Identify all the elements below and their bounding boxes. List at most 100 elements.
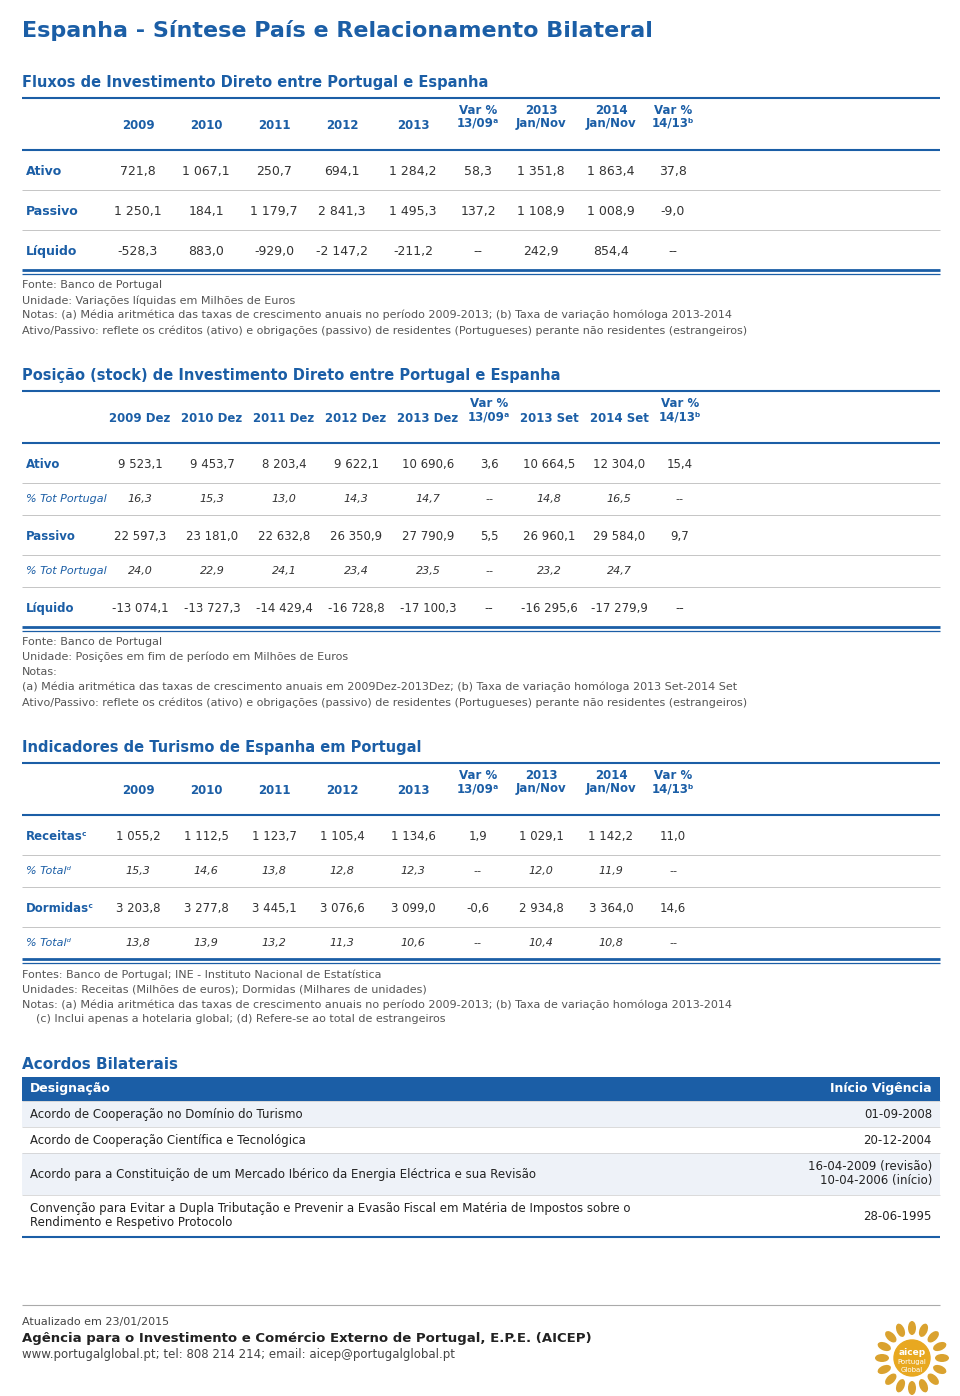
Text: 1 284,2: 1 284,2	[389, 165, 437, 179]
Text: 12,0: 12,0	[529, 866, 553, 877]
Text: Notas: (a) Média aritmética das taxas de crescimento anuais no período 2009-2013: Notas: (a) Média aritmética das taxas de…	[22, 310, 732, 321]
Text: 9 523,1: 9 523,1	[118, 458, 162, 470]
Text: Acordo de Cooperação no Domínio do Turismo: Acordo de Cooperação no Domínio do Turis…	[30, 1108, 302, 1121]
Circle shape	[894, 1340, 930, 1376]
Text: 3 277,8: 3 277,8	[183, 902, 228, 914]
Text: 24,0: 24,0	[128, 565, 153, 577]
Text: Início Vigência: Início Vigência	[830, 1082, 932, 1094]
Text: 14,8: 14,8	[537, 494, 562, 504]
Text: aicep: aicep	[899, 1349, 925, 1357]
Text: Jan/Nov: Jan/Nov	[586, 782, 636, 794]
Text: 11,9: 11,9	[599, 866, 623, 877]
Text: 9,7: 9,7	[671, 530, 689, 543]
Text: Var %: Var %	[654, 769, 692, 782]
Text: -211,2: -211,2	[393, 246, 433, 258]
Text: 16,3: 16,3	[128, 494, 153, 504]
Text: -929,0: -929,0	[254, 246, 294, 258]
Text: Var %: Var %	[459, 769, 497, 782]
Text: 5,5: 5,5	[480, 530, 498, 543]
Text: 2014 Set: 2014 Set	[589, 412, 648, 424]
Text: 2011: 2011	[257, 119, 290, 133]
Text: 13,9: 13,9	[194, 938, 219, 948]
Text: 22 632,8: 22 632,8	[258, 530, 310, 543]
Text: Fonte: Banco de Portugal: Fonte: Banco de Portugal	[22, 281, 162, 290]
Text: 24,1: 24,1	[272, 565, 297, 577]
Text: Fontes: Banco de Portugal; INE - Instituto Nacional de Estatística: Fontes: Banco de Portugal; INE - Institu…	[22, 969, 381, 980]
Ellipse shape	[919, 1379, 928, 1392]
Text: 1 112,5: 1 112,5	[183, 831, 228, 843]
Text: --: --	[485, 494, 493, 504]
Text: www.portugalglobal.pt; tel: 808 214 214; email: aicep@portugalglobal.pt: www.portugalglobal.pt; tel: 808 214 214;…	[22, 1349, 455, 1361]
Text: 26 350,9: 26 350,9	[330, 530, 382, 543]
Text: 15,4: 15,4	[667, 458, 693, 470]
Text: 3,6: 3,6	[480, 458, 498, 470]
Text: Rendimento e Respetivo Protocolo: Rendimento e Respetivo Protocolo	[30, 1216, 232, 1228]
Text: 12 304,0: 12 304,0	[593, 458, 645, 470]
Text: Var %: Var %	[469, 396, 508, 410]
Text: 13,2: 13,2	[261, 938, 286, 948]
Text: 242,9: 242,9	[523, 246, 559, 258]
Text: 14/13ᵇ: 14/13ᵇ	[652, 782, 694, 794]
Text: Unidade: Variações líquidas em Milhões de Euros: Unidade: Variações líquidas em Milhões d…	[22, 295, 296, 306]
Text: 15,3: 15,3	[126, 866, 151, 877]
Text: Jan/Nov: Jan/Nov	[586, 117, 636, 130]
Text: Espanha - Síntese País e Relacionamento Bilateral: Espanha - Síntese País e Relacionamento …	[22, 20, 653, 40]
Text: 13,8: 13,8	[261, 866, 286, 877]
Text: 22,9: 22,9	[200, 565, 225, 577]
Text: Jan/Nov: Jan/Nov	[516, 782, 566, 794]
Text: 23,4: 23,4	[344, 565, 369, 577]
Text: Jan/Nov: Jan/Nov	[516, 117, 566, 130]
Text: 13,0: 13,0	[272, 494, 297, 504]
Text: 13/09ᵃ: 13/09ᵃ	[457, 117, 499, 130]
Text: 2012: 2012	[325, 119, 358, 133]
Text: 2013: 2013	[525, 103, 557, 117]
Text: 2010 Dez: 2010 Dez	[181, 412, 243, 424]
Ellipse shape	[885, 1374, 897, 1385]
Text: Acordo para a Constituição de um Mercado Ibérico da Energia Eléctrica e sua Revi: Acordo para a Constituição de um Mercado…	[30, 1168, 536, 1181]
Text: -2 147,2: -2 147,2	[316, 246, 368, 258]
Text: 2013 Dez: 2013 Dez	[397, 412, 459, 424]
Text: 2 841,3: 2 841,3	[319, 205, 366, 218]
Text: -9,0: -9,0	[660, 205, 685, 218]
Text: --: --	[676, 602, 684, 616]
Text: 1 351,8: 1 351,8	[517, 165, 564, 179]
Text: 12,8: 12,8	[329, 866, 354, 877]
Text: 58,3: 58,3	[464, 165, 492, 179]
Ellipse shape	[927, 1374, 939, 1385]
Text: Acordos Bilaterais: Acordos Bilaterais	[22, 1057, 178, 1072]
Text: 26 960,1: 26 960,1	[523, 530, 575, 543]
Text: 14/13ᵇ: 14/13ᵇ	[659, 410, 701, 423]
Text: Global: Global	[900, 1367, 924, 1374]
Text: --: --	[485, 565, 493, 577]
Text: Atualizado em 23/01/2015: Atualizado em 23/01/2015	[22, 1316, 169, 1328]
Text: 2009 Dez: 2009 Dez	[109, 412, 171, 424]
Text: 1 123,7: 1 123,7	[252, 831, 297, 843]
Text: 28-06-1995: 28-06-1995	[864, 1210, 932, 1223]
Text: 250,7: 250,7	[256, 165, 292, 179]
Text: Var %: Var %	[660, 396, 699, 410]
Text: Líquido: Líquido	[26, 246, 78, 258]
Text: 1 008,9: 1 008,9	[588, 205, 635, 218]
Bar	[22, 1195, 940, 1237]
Text: Notas:: Notas:	[22, 667, 58, 677]
Text: Unidade: Posições em fim de período em Milhões de Euros: Unidade: Posições em fim de período em M…	[22, 652, 348, 663]
Text: Notas: (a) Média aritmética das taxas de crescimento anuais no período 2009-2013: Notas: (a) Média aritmética das taxas de…	[22, 1000, 732, 1009]
Text: 2014: 2014	[594, 769, 627, 782]
Text: Passivo: Passivo	[26, 205, 79, 218]
Text: 10 664,5: 10 664,5	[523, 458, 575, 470]
Text: Acordo de Cooperação Científica e Tecnológica: Acordo de Cooperação Científica e Tecnol…	[30, 1134, 305, 1148]
Text: Ativo: Ativo	[26, 458, 60, 470]
Text: 1 142,2: 1 142,2	[588, 831, 634, 843]
Ellipse shape	[908, 1381, 916, 1395]
Text: 14,3: 14,3	[344, 494, 369, 504]
Text: 2012: 2012	[325, 785, 358, 797]
Text: Dormidasᶜ: Dormidasᶜ	[26, 902, 94, 914]
Ellipse shape	[933, 1342, 947, 1351]
Text: 10,4: 10,4	[529, 938, 553, 948]
Text: 16-04-2009 (revisão): 16-04-2009 (revisão)	[807, 1160, 932, 1173]
Text: 22 597,3: 22 597,3	[114, 530, 166, 543]
Text: --: --	[474, 938, 482, 948]
Text: % Totalᵈ: % Totalᵈ	[26, 938, 71, 948]
Text: 12,3: 12,3	[400, 866, 425, 877]
Text: Designação: Designação	[30, 1082, 110, 1094]
